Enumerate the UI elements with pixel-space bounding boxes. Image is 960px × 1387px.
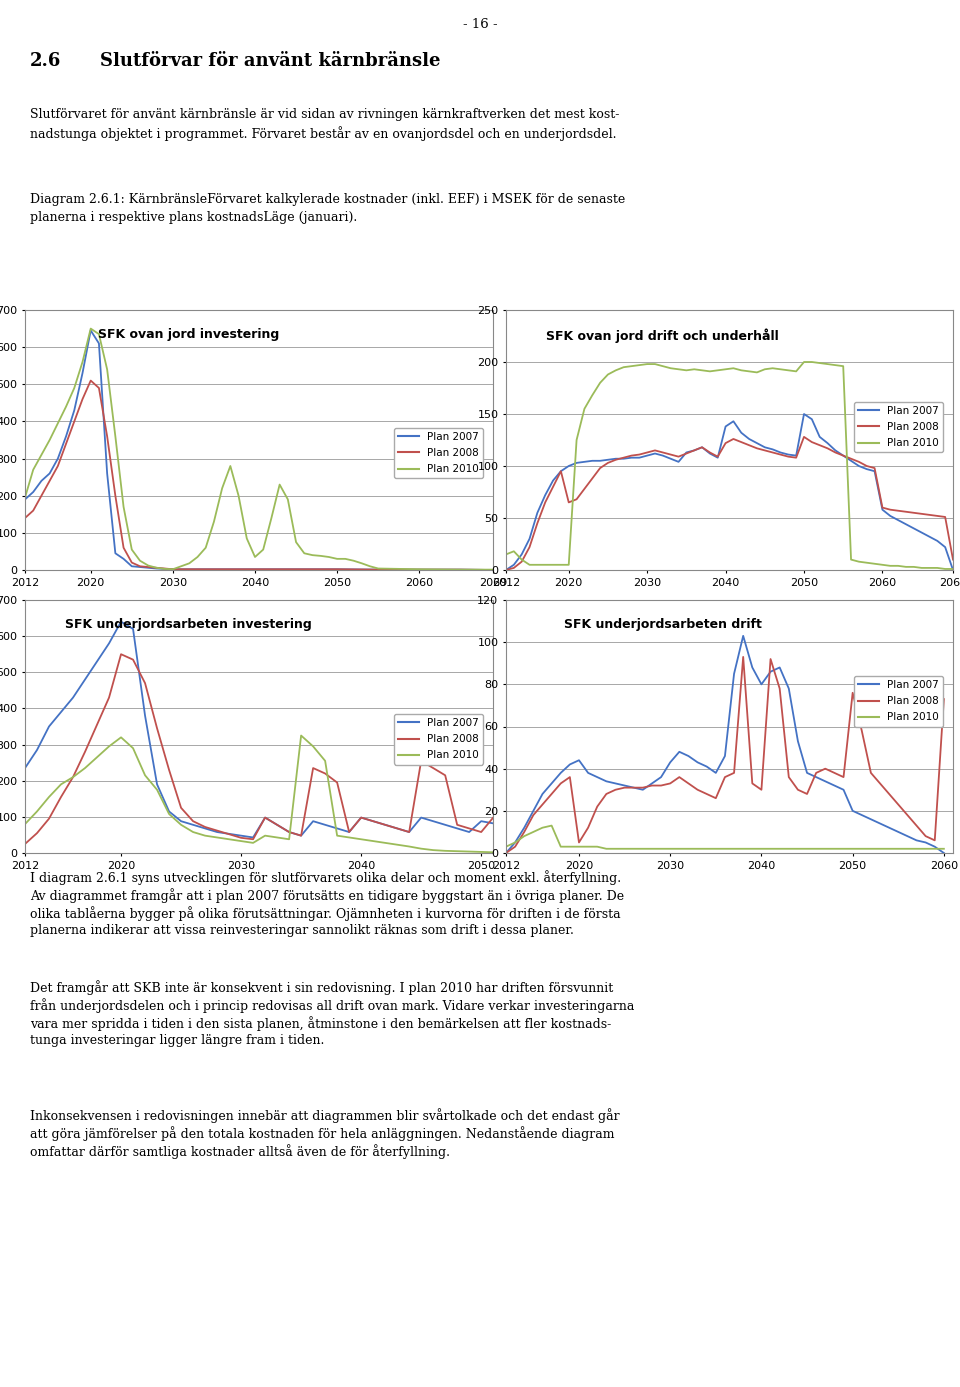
Text: Det framgår att SKB inte är konsekvent i sin redovisning. I plan 2010 har drifte: Det framgår att SKB inte är konsekvent i… — [30, 981, 613, 994]
Text: Av diagrammet framgår att i plan 2007 förutsätts en tidigare byggstart än i övri: Av diagrammet framgår att i plan 2007 fö… — [30, 888, 624, 903]
Text: Slutförvaret för använt kärnbränsle är vid sidan av rivningen kärnkraftverken de: Slutförvaret för använt kärnbränsle är v… — [30, 108, 619, 121]
Text: 2.6: 2.6 — [30, 51, 61, 69]
Text: Diagram 2.6.1: KärnbränsleFörvaret kalkylerade kostnader (inkl. EEF) i MSEK för : Diagram 2.6.1: KärnbränsleFörvaret kalky… — [30, 193, 625, 207]
Text: olika tablåerna bygger på olika förutsättningar. Ojämnheten i kurvorna för drift: olika tablåerna bygger på olika förutsät… — [30, 906, 620, 921]
Legend: Plan 2007, Plan 2008, Plan 2010: Plan 2007, Plan 2008, Plan 2010 — [394, 427, 483, 479]
Legend: Plan 2007, Plan 2008, Plan 2010: Plan 2007, Plan 2008, Plan 2010 — [394, 714, 483, 764]
Text: SFK ovan jord drift och underhåll: SFK ovan jord drift och underhåll — [546, 329, 779, 343]
Text: Inkonsekvensen i redovisningen innebär att diagrammen blir svårtolkade och det e: Inkonsekvensen i redovisningen innebär a… — [30, 1108, 619, 1123]
Text: SFK underjordsarbeten drift: SFK underjordsarbeten drift — [564, 617, 761, 631]
Text: från underjordsdelen och i princip redovisas all drift ovan mark. Vidare verkar : från underjordsdelen och i princip redov… — [30, 999, 635, 1013]
Text: nadstunga objektet i programmet. Förvaret består av en ovanjordsdel och en under: nadstunga objektet i programmet. Förvare… — [30, 126, 616, 141]
Text: Slutförvar för använt kärnbränsle: Slutförvar för använt kärnbränsle — [100, 51, 441, 69]
Text: att göra jämförelser på den totala kostnaden för hela anläggningen. Nedanstående: att göra jämförelser på den totala kostn… — [30, 1126, 614, 1142]
Text: omfattar därför samtliga kostnader alltså även de för återfyllning.: omfattar därför samtliga kostnader allts… — [30, 1144, 450, 1160]
Text: SFK ovan jord investering: SFK ovan jord investering — [98, 329, 279, 341]
Text: tunga investeringar ligger längre fram i tiden.: tunga investeringar ligger längre fram i… — [30, 1033, 324, 1047]
Text: vara mer spridda i tiden i den sista planen, åtminstone i den bemärkelsen att fl: vara mer spridda i tiden i den sista pla… — [30, 1017, 612, 1031]
Legend: Plan 2007, Plan 2008, Plan 2010: Plan 2007, Plan 2008, Plan 2010 — [854, 402, 944, 452]
Text: - 16 -: - 16 - — [463, 18, 497, 31]
Text: planerna indikerar att vissa reinvesteringar sannolikt räknas som drift i dessa : planerna indikerar att vissa reinvesteri… — [30, 924, 574, 938]
Text: I diagram 2.6.1 syns utvecklingen för slutförvarets olika delar och moment exkl.: I diagram 2.6.1 syns utvecklingen för sl… — [30, 870, 621, 885]
Legend: Plan 2007, Plan 2008, Plan 2010: Plan 2007, Plan 2008, Plan 2010 — [854, 675, 944, 727]
Text: planerna i respektive plans kostnadsLäge (januari).: planerna i respektive plans kostnadsLäge… — [30, 211, 357, 223]
Text: SFK underjordsarbeten investering: SFK underjordsarbeten investering — [65, 617, 312, 631]
